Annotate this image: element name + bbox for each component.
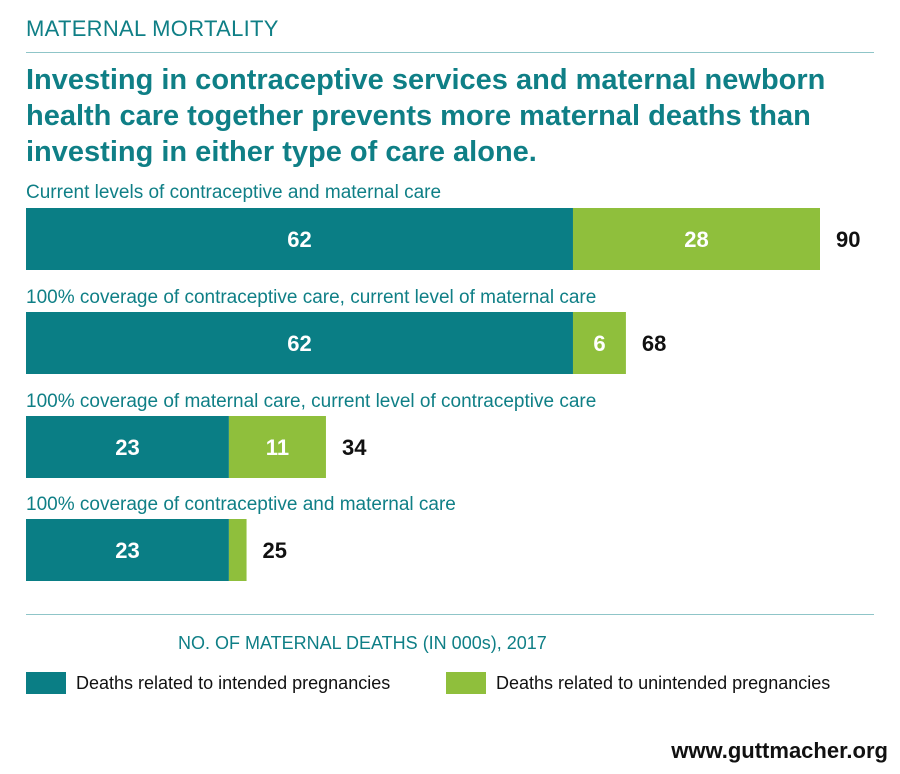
headline: Investing in contraceptive services and … xyxy=(26,64,826,168)
bar-segment-unintended xyxy=(228,416,326,478)
segment-value-label: 11 xyxy=(266,435,289,460)
segment-value-label: 6 xyxy=(593,331,605,356)
top-divider xyxy=(26,52,874,53)
category-label: Current levels of contraceptive and mate… xyxy=(26,182,441,203)
legend-swatch-unintended xyxy=(446,672,486,694)
bar-segment-unintended xyxy=(572,208,820,270)
legend-item-intended: Deaths related to intended pregnancies xyxy=(26,672,390,694)
bar-total-label: 90 xyxy=(836,227,860,252)
bar-segment-unintended xyxy=(228,519,247,581)
segment-value-label: 62 xyxy=(287,227,311,252)
segment-value-label: 23 xyxy=(115,538,139,563)
bar-segment-intended xyxy=(26,519,229,581)
category-label: 100% coverage of contraceptive and mater… xyxy=(26,494,456,515)
segment-value-label: 23 xyxy=(115,435,139,460)
legend-label-unintended: Deaths related to unintended pregnancies xyxy=(496,672,831,693)
bar-total-label: 34 xyxy=(342,435,367,460)
category-label: 100% coverage of maternal care, current … xyxy=(26,391,596,412)
legend-label-intended: Deaths related to intended pregnancies xyxy=(76,672,391,693)
bar-segment-intended xyxy=(26,416,229,478)
bar-segment-unintended xyxy=(572,312,626,374)
legend-swatch-intended xyxy=(26,672,66,694)
kicker-title: MATERNAL MORTALITY xyxy=(26,16,279,41)
x-axis-label: NO. OF MATERNAL DEATHS (IN 000s), 2017 xyxy=(178,633,547,653)
bar-total-label: 25 xyxy=(263,538,287,563)
category-label: 100% coverage of contraceptive care, cur… xyxy=(26,287,596,308)
source-url[interactable]: www.guttmacher.org xyxy=(671,738,888,763)
bar-segment-intended xyxy=(26,312,573,374)
bottom-divider xyxy=(26,614,874,615)
legend-item-unintended: Deaths related to unintended pregnancies xyxy=(446,672,830,694)
bar-total-label: 68 xyxy=(642,331,666,356)
bar-segment-intended xyxy=(26,208,573,270)
segment-value-label: 28 xyxy=(684,227,708,252)
stacked-bar-chart: Current levels of contraceptive and mate… xyxy=(26,182,860,581)
segment-value-label: 62 xyxy=(287,331,311,356)
